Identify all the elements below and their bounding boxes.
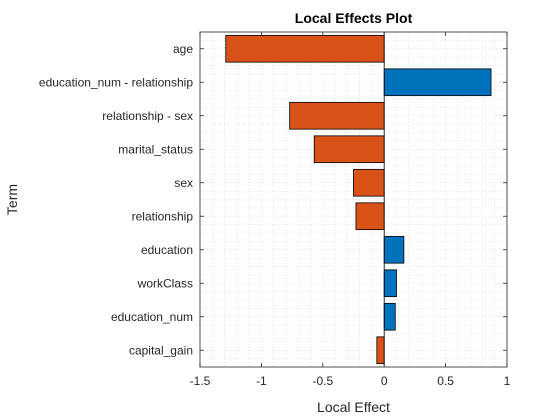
plot-frame xyxy=(199,31,508,368)
bar-workclass xyxy=(383,269,397,298)
x-tick-label: -0.5 xyxy=(312,374,333,388)
x-tick-label: 1 xyxy=(504,374,511,388)
x-tick-label: 0.5 xyxy=(437,374,454,388)
y-axis-label: Term xyxy=(4,184,20,215)
bar-relationship xyxy=(355,202,385,231)
y-tick-label: capital_gain xyxy=(129,343,193,357)
bar-marital-status xyxy=(313,135,385,164)
bar-education-num-relationship xyxy=(383,68,492,97)
y-tick-label: education_num xyxy=(111,310,193,324)
y-tick-label: age xyxy=(173,42,193,56)
x-tick-label: 0 xyxy=(381,374,388,388)
bar-education-num xyxy=(383,302,396,331)
y-tick-label: education_num - relationship xyxy=(39,75,193,89)
x-tick-label: -1 xyxy=(256,374,267,388)
x-tick-label: -1.5 xyxy=(190,374,211,388)
bar-sex xyxy=(353,168,385,197)
y-tick-label: relationship - sex xyxy=(102,109,193,123)
y-tick-label: sex xyxy=(174,176,193,190)
y-tick-label: education xyxy=(141,243,193,257)
y-tick-label: marital_status xyxy=(118,142,193,156)
bar-relationship-sex xyxy=(289,101,385,130)
y-axis-ticks: age education_num - relationship relations… xyxy=(39,42,507,357)
bar-age xyxy=(225,34,385,63)
bar-capital-gain xyxy=(376,336,385,365)
y-tick-label: workClass xyxy=(137,276,193,290)
y-tick-label: relationship xyxy=(132,209,194,223)
x-axis-label: Local Effect xyxy=(317,399,390,415)
bar-education xyxy=(383,235,405,264)
chart-title: Local Effects Plot xyxy=(295,10,413,26)
x-axis-ticks: -1.5 -1 -0.5 0 0.5 1 xyxy=(190,32,511,388)
